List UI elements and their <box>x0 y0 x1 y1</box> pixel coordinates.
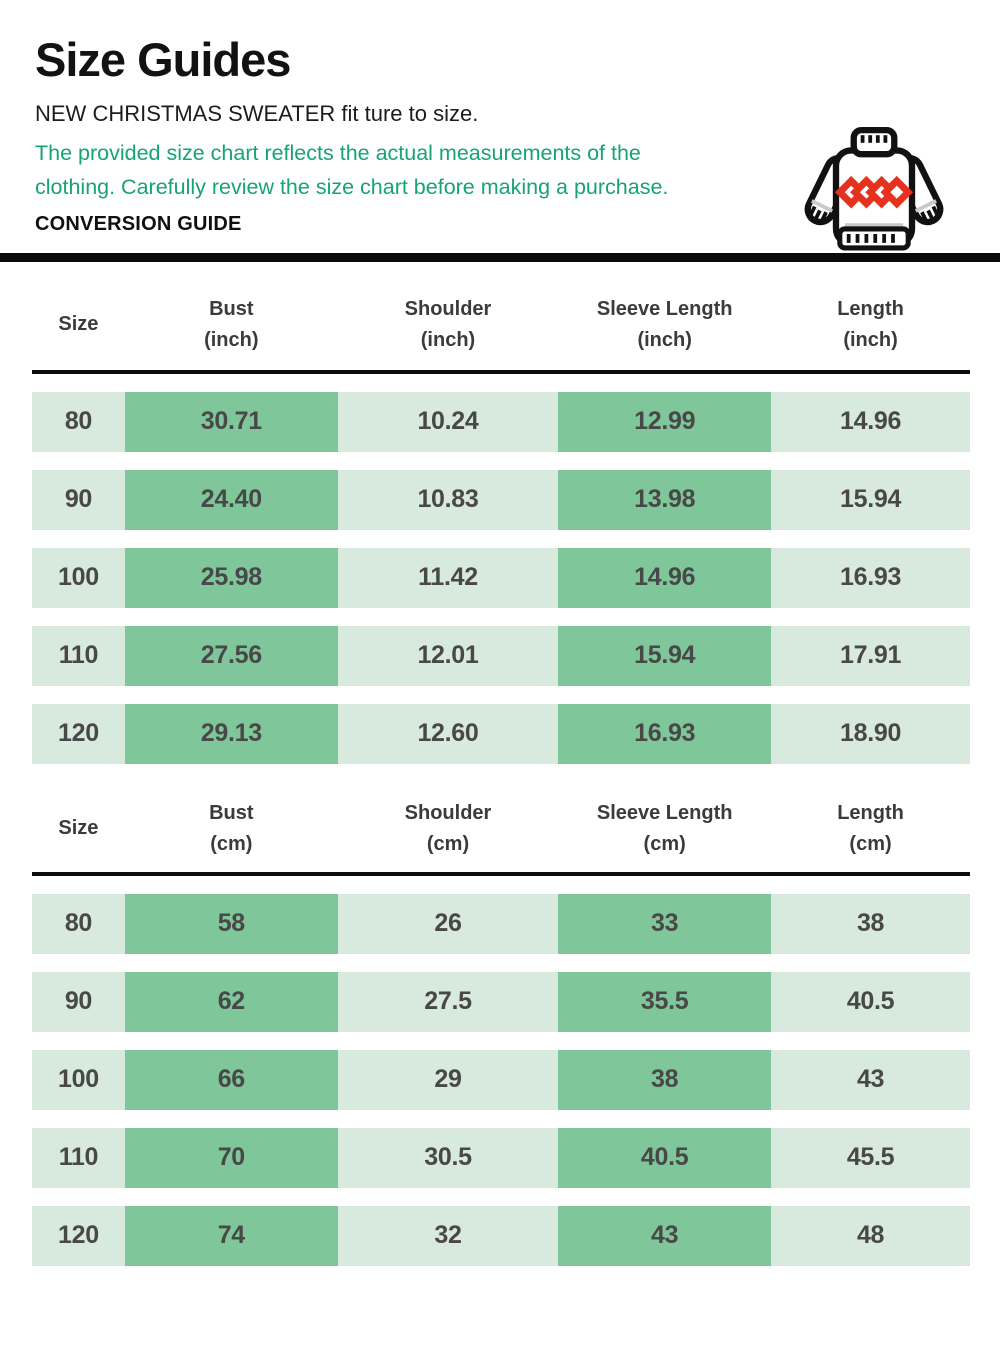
bust-cell: 74 <box>124 1205 338 1266</box>
bust-cell: 27.56 <box>124 625 338 686</box>
bust-cell: 25.98 <box>124 547 338 608</box>
size-cell: 90 <box>32 971 125 1032</box>
size-cell: 120 <box>32 1205 125 1266</box>
size-cell: 100 <box>32 1049 125 1110</box>
table-row: 120 74 32 43 48 <box>32 1205 970 1266</box>
sleeve-length-cell: 13.98 <box>558 469 772 530</box>
size-cell: 110 <box>32 625 125 686</box>
column-header-sleeve-length: Sleeve Length (cm) <box>596 801 733 855</box>
table-row: 100 25.98 11.42 14.96 16.93 <box>32 547 970 608</box>
header-rule <box>32 871 970 876</box>
column-header-shoulder: Shoulder (cm) <box>404 801 492 855</box>
shoulder-cell: 29 <box>337 1049 559 1110</box>
size-cell: 110 <box>32 1127 125 1188</box>
bust-cell: 30.71 <box>124 391 338 452</box>
shoulder-cell: 30.5 <box>337 1127 559 1188</box>
shoulder-cell: 11.42 <box>337 547 559 608</box>
table-row: 100 66 29 38 43 <box>32 1049 970 1110</box>
shoulder-cell: 12.01 <box>337 625 559 686</box>
length-cell: 40.5 <box>771 971 970 1032</box>
column-header-size: Size <box>58 313 99 336</box>
sleeve-length-cell: 12.99 <box>558 391 772 452</box>
bust-cell: 24.40 <box>124 469 338 530</box>
shoulder-cell: 10.83 <box>337 469 559 530</box>
sleeve-length-cell: 43 <box>558 1205 772 1266</box>
size-chart-note: The provided size chart reflects the act… <box>35 140 669 199</box>
length-cell: 18.90 <box>771 703 970 764</box>
shoulder-cell: 32 <box>337 1205 559 1266</box>
length-cell: 48 <box>771 1205 970 1266</box>
length-cell: 15.94 <box>771 469 970 530</box>
bust-cell: 66 <box>124 1049 338 1110</box>
table-body-cm: 80 58 26 33 38 90 62 27.5 35.5 40.5 100 <box>32 893 970 1266</box>
length-cell: 16.93 <box>771 547 970 608</box>
length-cell: 45.5 <box>771 1127 970 1188</box>
size-cell: 80 <box>32 893 125 954</box>
column-header-bust: Bust (inch) <box>204 297 259 351</box>
table-header-inch: Size Bust (inch) Shoulder (inch) Sleeve … <box>32 262 970 370</box>
sleeve-length-cell: 33 <box>558 893 772 954</box>
table-body-inch: 80 30.71 10.24 12.99 14.96 90 24.40 10.8… <box>32 391 970 764</box>
table-row: 90 62 27.5 35.5 40.5 <box>32 971 970 1032</box>
page-title: Size Guides <box>35 33 291 86</box>
header-rule <box>32 369 970 374</box>
bust-cell: 29.13 <box>124 703 338 764</box>
table-row: 110 27.56 12.01 15.94 17.91 <box>32 625 970 686</box>
table-row: 90 24.40 10.83 13.98 15.94 <box>32 469 970 530</box>
fit-note: NEW CHRISTMAS SWEATER fit ture to size. <box>35 100 479 126</box>
sleeve-length-cell: 38 <box>558 1049 772 1110</box>
length-cell: 14.96 <box>771 391 970 452</box>
size-table-inch: Size Bust (inch) Shoulder (inch) Sleeve … <box>32 262 970 764</box>
table-row: 110 70 30.5 40.5 45.5 <box>32 1127 970 1188</box>
table-row: 80 58 26 33 38 <box>32 893 970 954</box>
christmas-sweater-icon <box>804 126 944 251</box>
size-cell: 120 <box>32 703 125 764</box>
sleeve-length-cell: 35.5 <box>558 971 772 1032</box>
column-header-length: Length (cm) <box>837 801 904 855</box>
shoulder-cell: 10.24 <box>337 391 559 452</box>
column-header-length: Length (inch) <box>837 297 904 351</box>
sleeve-length-cell: 16.93 <box>558 703 772 764</box>
sleeve-length-cell: 15.94 <box>558 625 772 686</box>
diamond-pattern <box>834 175 914 209</box>
conversion-guide-label: CONVERSION GUIDE <box>35 212 242 235</box>
shoulder-cell: 12.60 <box>337 703 559 764</box>
bust-cell: 70 <box>124 1127 338 1188</box>
sleeve-length-cell: 40.5 <box>558 1127 772 1188</box>
column-header-size: Size <box>58 817 99 840</box>
length-cell: 43 <box>771 1049 970 1110</box>
column-header-shoulder: Shoulder (inch) <box>404 297 492 351</box>
section-divider <box>0 252 1000 262</box>
column-header-sleeve-length: Sleeve Length (inch) <box>596 297 733 351</box>
table-header-cm: Size Bust (cm) Shoulder (cm) Sleeve Leng… <box>32 782 970 872</box>
sleeve-length-cell: 14.96 <box>558 547 772 608</box>
shoulder-cell: 26 <box>337 893 559 954</box>
bust-cell: 58 <box>124 893 338 954</box>
size-cell: 80 <box>32 391 125 452</box>
length-cell: 17.91 <box>771 625 970 686</box>
size-cell: 90 <box>32 469 125 530</box>
bust-cell: 62 <box>124 971 338 1032</box>
table-row: 120 29.13 12.60 16.93 18.90 <box>32 703 970 764</box>
table-row: 80 30.71 10.24 12.99 14.96 <box>32 391 970 452</box>
shoulder-cell: 27.5 <box>337 971 559 1032</box>
length-cell: 38 <box>771 893 970 954</box>
size-table-cm: Size Bust (cm) Shoulder (cm) Sleeve Leng… <box>32 782 970 1266</box>
size-cell: 100 <box>32 547 125 608</box>
column-header-bust: Bust (cm) <box>209 801 254 855</box>
size-guide-page: Size Guides NEW CHRISTMAS SWEATER fit tu… <box>0 34 1000 1365</box>
